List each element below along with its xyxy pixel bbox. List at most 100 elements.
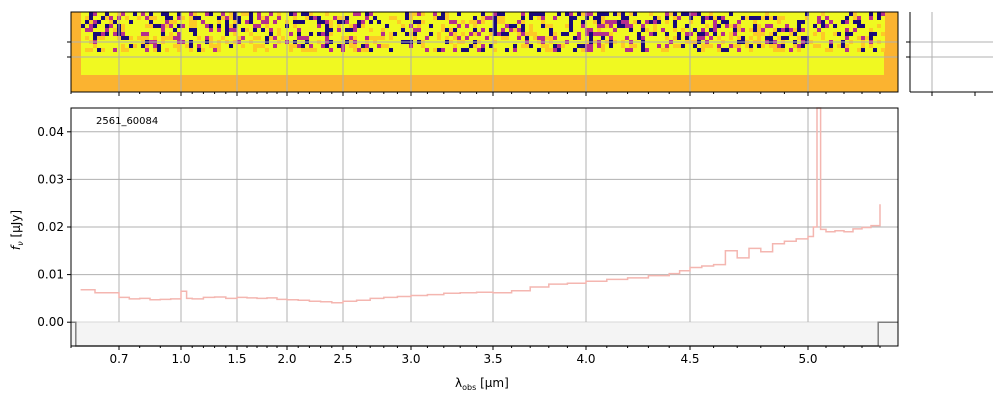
image-pixel bbox=[693, 32, 697, 36]
image-pixel bbox=[501, 28, 505, 32]
image-pixel bbox=[225, 48, 229, 52]
image-pixel bbox=[665, 28, 669, 32]
x-tick-label: 2.5 bbox=[333, 352, 352, 366]
image-pixel bbox=[665, 24, 669, 28]
image-pixel bbox=[745, 32, 749, 36]
image-pixel bbox=[433, 24, 437, 28]
image-pixel bbox=[261, 16, 265, 20]
image-pixel bbox=[217, 28, 221, 32]
image-pixel bbox=[781, 20, 785, 24]
image-pixel bbox=[453, 36, 457, 40]
image-pixel bbox=[605, 36, 609, 40]
image-pixel bbox=[97, 24, 101, 28]
image-pixel bbox=[745, 24, 749, 28]
image-pixel bbox=[657, 48, 661, 52]
image-pixel bbox=[393, 24, 397, 28]
image-pixel bbox=[813, 20, 817, 24]
image-pixel bbox=[333, 28, 337, 32]
image-pixel bbox=[493, 36, 497, 40]
image-pixel bbox=[513, 20, 517, 24]
image-pixel bbox=[237, 24, 241, 28]
image-pixel bbox=[161, 24, 165, 28]
image-pixel bbox=[269, 48, 273, 52]
image-pixel bbox=[753, 44, 757, 48]
image-pixel bbox=[393, 28, 397, 32]
image-pixel bbox=[281, 36, 285, 40]
image-pixel bbox=[345, 44, 349, 48]
image-pixel bbox=[725, 36, 729, 40]
image-pixel bbox=[197, 28, 201, 32]
image-pixel bbox=[513, 16, 517, 20]
image-pixel bbox=[417, 36, 421, 40]
image-pixel bbox=[245, 28, 249, 32]
image-pixel bbox=[633, 24, 637, 28]
image-pixel bbox=[265, 20, 269, 24]
image-pixel bbox=[93, 36, 97, 40]
image-pixel bbox=[313, 28, 317, 32]
image-pixel bbox=[293, 32, 297, 36]
image-pixel bbox=[417, 12, 421, 16]
image-pixel bbox=[129, 32, 133, 36]
image-pixel bbox=[441, 32, 445, 36]
image-pixel bbox=[789, 16, 793, 20]
image-pixel bbox=[517, 36, 521, 40]
image-pixel bbox=[809, 32, 813, 36]
image-pixel bbox=[673, 16, 677, 20]
image-pixel bbox=[133, 24, 137, 28]
image-pixel bbox=[469, 20, 473, 24]
image-pixel bbox=[857, 24, 861, 28]
image-pixel bbox=[405, 44, 409, 48]
image-pixel bbox=[805, 36, 809, 40]
image-pixel bbox=[169, 12, 173, 16]
image-pixel bbox=[541, 36, 545, 40]
image-pixel bbox=[93, 32, 97, 36]
image-pixel bbox=[317, 44, 321, 48]
image-pixel bbox=[641, 44, 645, 48]
image-pixel bbox=[337, 36, 341, 40]
image-pixel bbox=[789, 24, 793, 28]
image-pixel bbox=[461, 28, 465, 32]
image-pixel bbox=[165, 32, 169, 36]
image-pixel bbox=[301, 44, 305, 48]
image-pixel bbox=[809, 44, 813, 48]
image-pixel bbox=[465, 36, 469, 40]
image-pixel bbox=[717, 32, 721, 36]
image-pixel bbox=[753, 48, 757, 52]
image-pixel bbox=[349, 16, 353, 20]
image-pixel bbox=[161, 16, 165, 20]
image-pixel bbox=[453, 16, 457, 20]
image-pixel bbox=[717, 24, 721, 28]
image-pixel bbox=[337, 16, 341, 20]
image-pixel bbox=[621, 32, 625, 36]
image-pixel bbox=[581, 28, 585, 32]
image-pixel bbox=[289, 12, 293, 16]
image-pixel bbox=[809, 24, 813, 28]
image-pixel bbox=[817, 44, 821, 48]
image-pixel bbox=[825, 28, 829, 32]
image-pixel bbox=[721, 36, 725, 40]
image-pixel bbox=[225, 28, 229, 32]
image-pixel bbox=[357, 16, 361, 20]
image-pixel bbox=[197, 36, 201, 40]
image-pixel bbox=[365, 24, 369, 28]
image-pixel bbox=[569, 44, 573, 48]
image-pixel bbox=[853, 16, 857, 20]
image-pixel bbox=[321, 44, 325, 48]
image-pixel bbox=[289, 24, 293, 28]
image-pixel bbox=[549, 16, 553, 20]
image-pixel bbox=[121, 20, 125, 24]
image-pixel bbox=[317, 32, 321, 36]
image-pixel bbox=[145, 36, 149, 40]
image-pixel bbox=[257, 48, 261, 52]
image-pixel bbox=[705, 44, 709, 48]
image-pixel bbox=[593, 48, 597, 52]
image-pixel bbox=[201, 16, 205, 20]
image-pixel bbox=[821, 12, 825, 16]
image-pixel bbox=[645, 36, 649, 40]
image-pixel bbox=[745, 20, 749, 24]
image-pixel bbox=[809, 12, 813, 16]
image-pixel bbox=[605, 32, 609, 36]
image-pixel bbox=[165, 20, 169, 24]
image-pixel bbox=[217, 48, 221, 52]
image-pixel bbox=[837, 28, 841, 32]
